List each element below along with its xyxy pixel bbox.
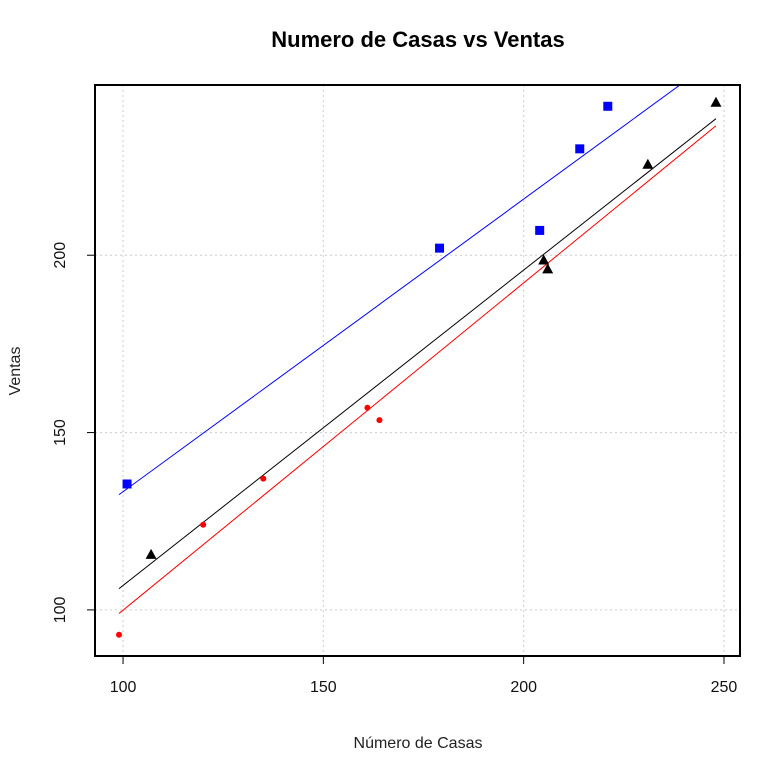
fit-line-triangle xyxy=(118,118,717,590)
chart-title: Numero de Casas vs Ventas xyxy=(271,27,564,52)
data-point-triangle xyxy=(538,254,550,265)
data-point-square xyxy=(122,479,132,489)
x-tick-label: 100 xyxy=(110,679,137,696)
data-point-triangle xyxy=(145,548,157,559)
data-point-triangle xyxy=(710,96,722,107)
data-point-triangle xyxy=(542,263,554,274)
data-point-square xyxy=(535,225,545,235)
x-axis-label: Número de Casas xyxy=(354,735,483,752)
y-tick-label: 100 xyxy=(52,596,69,623)
y-tick-label: 200 xyxy=(52,242,69,269)
data-point-square xyxy=(435,243,445,253)
x-tick-label: 250 xyxy=(711,679,738,696)
data-point-square xyxy=(575,144,585,154)
x-tick-label: 200 xyxy=(510,679,537,696)
data-point-circle xyxy=(364,404,371,411)
data-point-circle xyxy=(260,475,267,482)
plot-frame xyxy=(94,84,741,657)
data-point-circle xyxy=(200,521,207,528)
y-axis-label: Ventas xyxy=(7,347,24,396)
y-tick-label: 150 xyxy=(52,419,69,446)
data-point-circle xyxy=(116,631,123,638)
data-point-triangle xyxy=(642,158,654,169)
fit-line-circle xyxy=(118,125,717,614)
data-point-square xyxy=(603,101,613,111)
x-tick-label: 150 xyxy=(310,679,337,696)
data-point-circle xyxy=(376,417,383,424)
fit-line-square xyxy=(118,85,681,496)
plot-area: 100 150 200 250 100 150 200 xyxy=(52,84,741,696)
